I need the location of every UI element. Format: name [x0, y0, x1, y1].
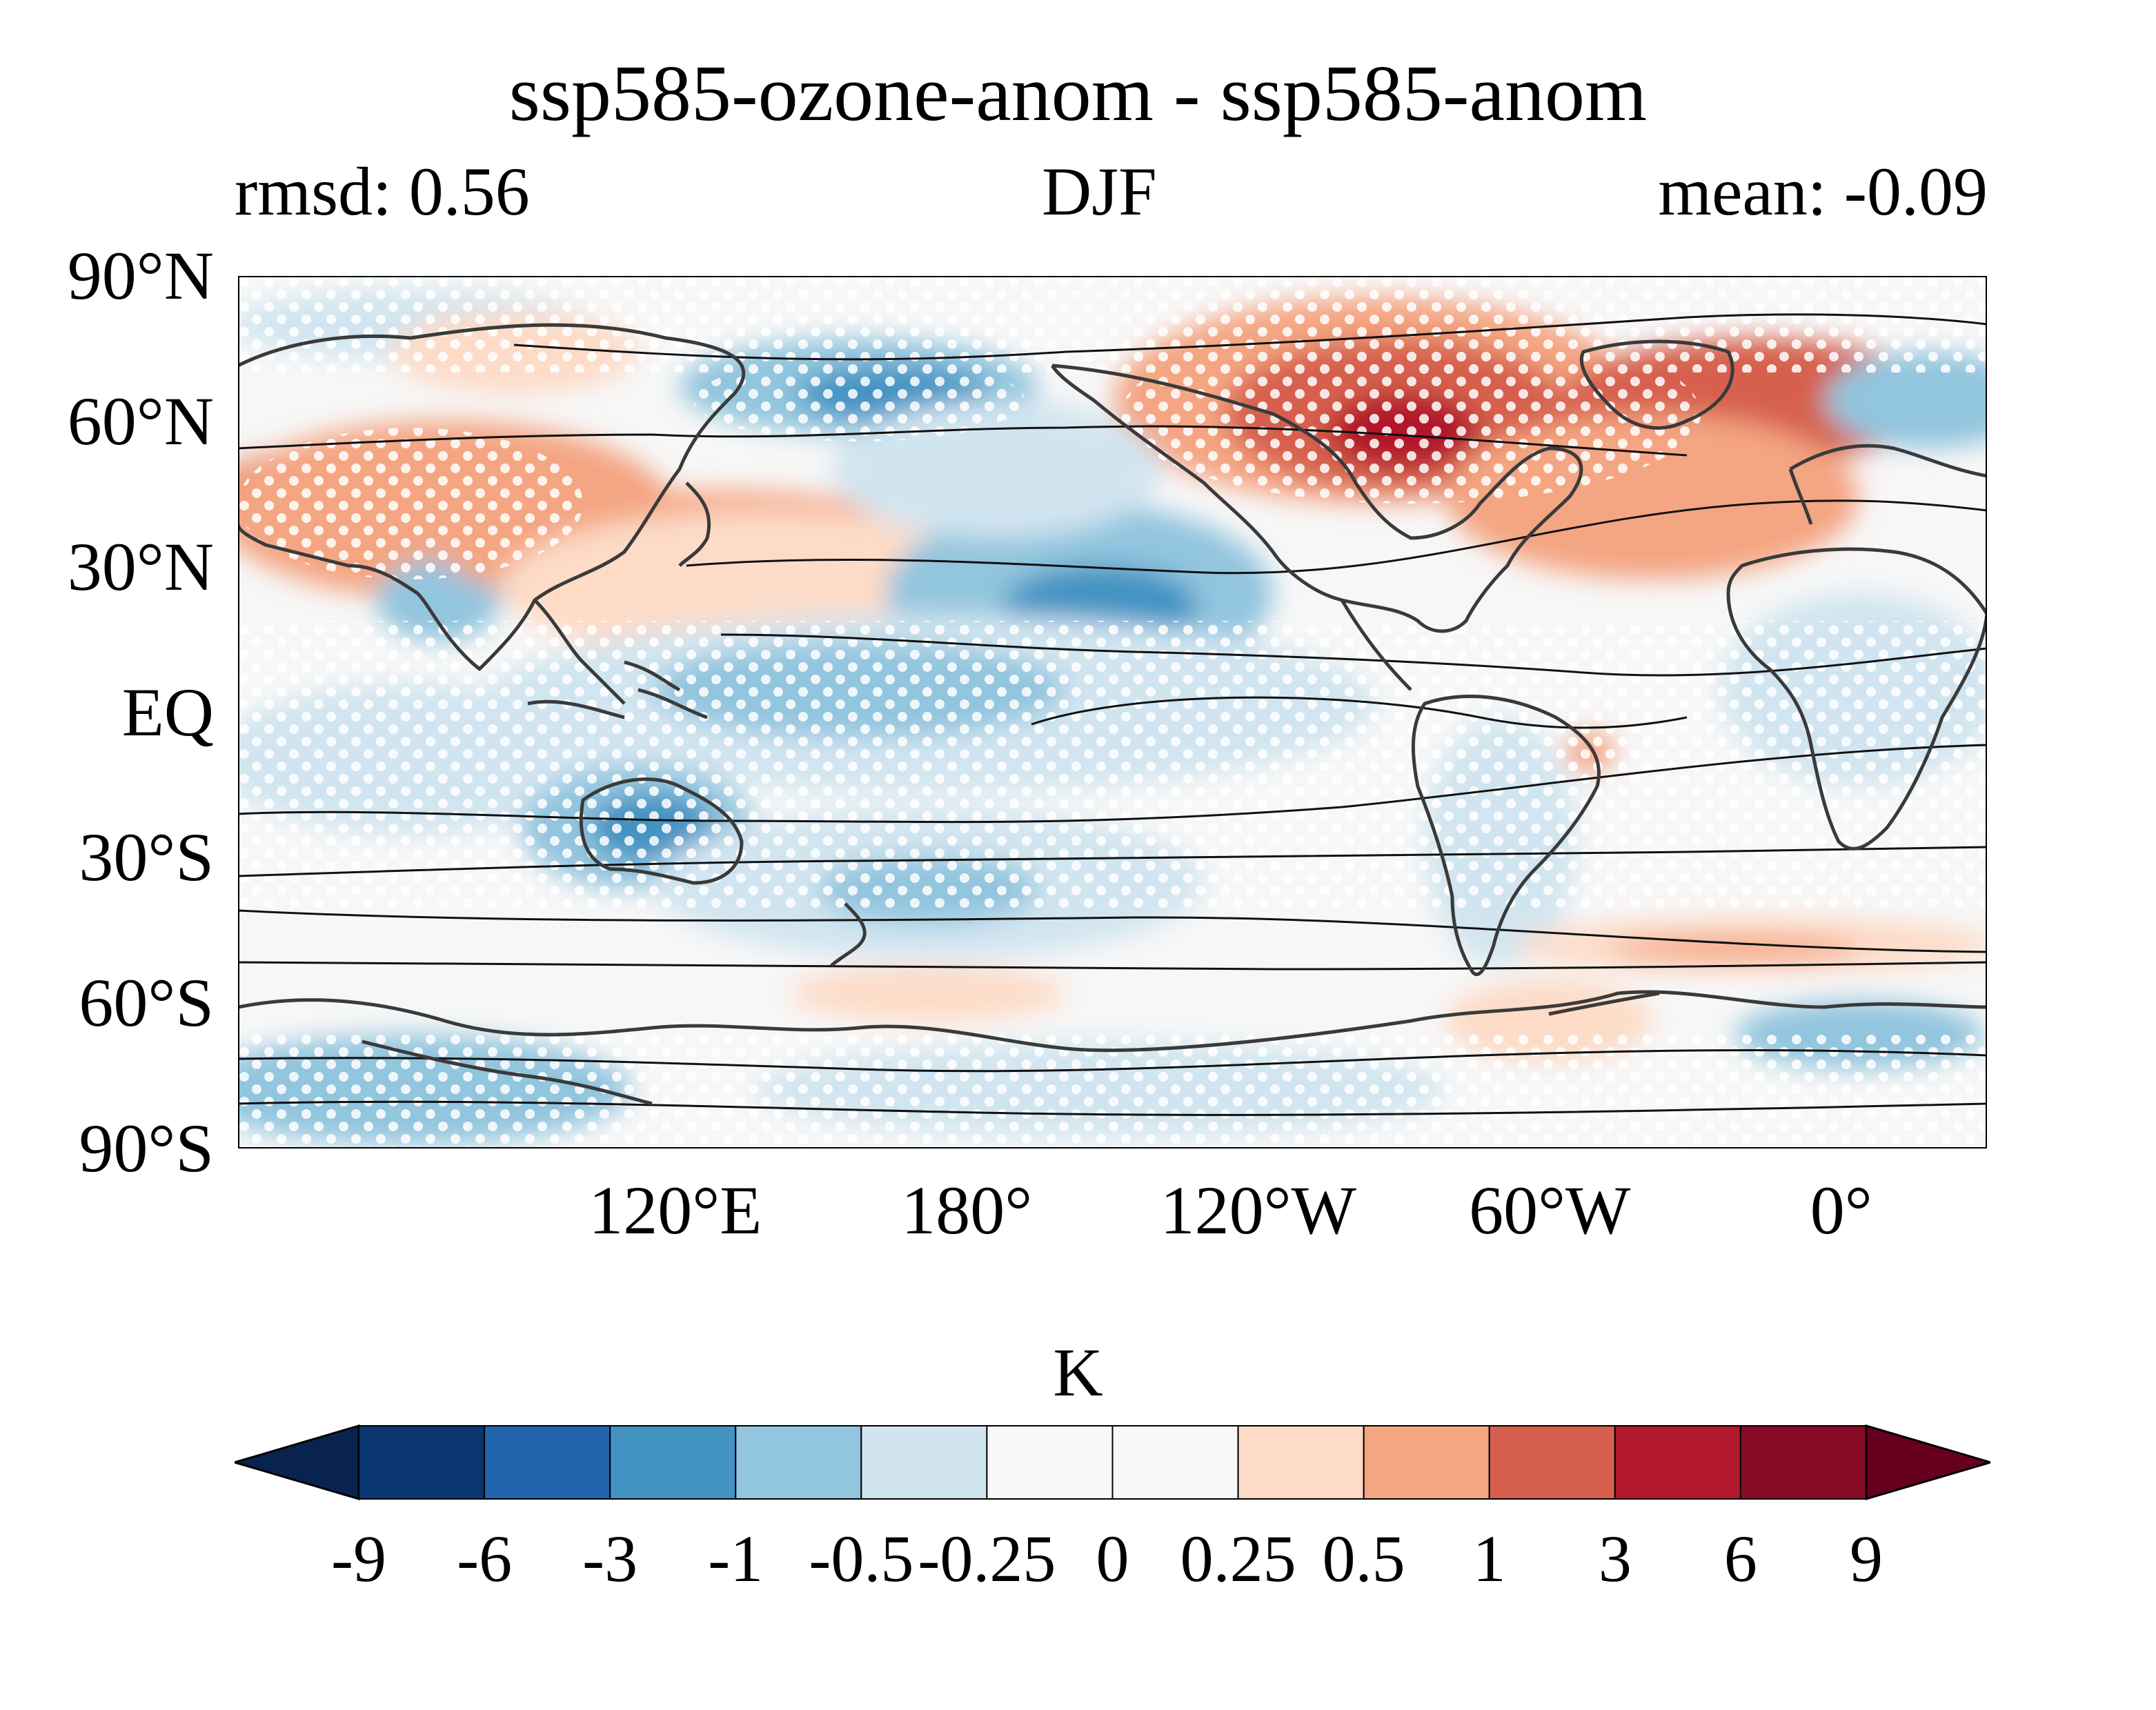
colorbar-tick-label: 6 [1723, 1522, 1757, 1595]
colorbar-segment [1111, 1425, 1239, 1500]
colorbar-tick-label: -1 [708, 1522, 764, 1595]
colorbar-segment [735, 1425, 862, 1500]
colorbar-tick-label: 0 [1096, 1522, 1129, 1595]
colorbar-tick-label: 0.5 [1322, 1522, 1405, 1595]
colorbar-tick-label: 0.25 [1180, 1522, 1296, 1595]
rmsd-label: rmsd: 0.56 [235, 153, 530, 230]
colorbar-tick-label: -9 [331, 1522, 386, 1595]
coastlines [238, 323, 1987, 1106]
colorbar [235, 1424, 1990, 1501]
mean-label: mean: -0.09 [1658, 153, 1988, 230]
colorbar-segment [484, 1425, 611, 1500]
season-label: DJF [1042, 153, 1157, 230]
lon-tick-label: 120°E [589, 1172, 762, 1249]
significance-stippling [238, 276, 1987, 1149]
lat-tick-label: 90°S [79, 1110, 214, 1186]
anomaly-ross-warm [790, 966, 1066, 1021]
colorbar-tick-label: 9 [1850, 1522, 1883, 1595]
colorbar-segment [358, 1425, 486, 1500]
colorbar-tick-label: -0.25 [918, 1522, 1056, 1595]
lon-tick-label: 60°W [1469, 1172, 1631, 1249]
colorbar-tick-label: -0.5 [809, 1522, 914, 1595]
colorbar-tick-label: -6 [457, 1522, 513, 1595]
colorbar-segment [1488, 1425, 1616, 1500]
anomaly-europe [1825, 352, 1987, 448]
colorbar-segment [1237, 1425, 1365, 1500]
lat-tick-label: 30°S [79, 819, 214, 896]
map-panel [238, 276, 1987, 1149]
lat-tick-label: 60°N [67, 382, 214, 459]
lat-tick-label: 30°N [67, 528, 214, 605]
colorbar-segment [1614, 1425, 1741, 1500]
colorbar-segment [609, 1425, 737, 1500]
lon-tick-label: 0° [1810, 1172, 1872, 1249]
colorbar-tick-label: 3 [1598, 1522, 1632, 1595]
lon-tick-label: 180° [901, 1172, 1033, 1249]
colorbar-tick-label: -3 [582, 1522, 638, 1595]
climatology-contours [238, 313, 1987, 1116]
colorbar-segment [860, 1425, 988, 1500]
colorbar-segment [1739, 1425, 1868, 1500]
colorbar-unit: K [1053, 1334, 1103, 1411]
colorbar-segment [986, 1425, 1114, 1500]
lat-tick-label: 90°N [67, 237, 214, 314]
colorbar-tick-label: 1 [1472, 1522, 1506, 1595]
anomaly-south-atlantic-core [1611, 936, 1859, 961]
colorbar-extend-min [235, 1424, 360, 1501]
colorbar-segment [1363, 1425, 1490, 1500]
lat-tick-label: EQ [121, 673, 214, 750]
colorbar-extend-max [1865, 1424, 1990, 1501]
lat-tick-label: 60°S [79, 964, 214, 1042]
anomaly-map [238, 276, 1987, 1149]
map-title: ssp585-ozone-anom - ssp585-anom [508, 50, 1648, 138]
lon-tick-label: 120°W [1160, 1172, 1356, 1249]
